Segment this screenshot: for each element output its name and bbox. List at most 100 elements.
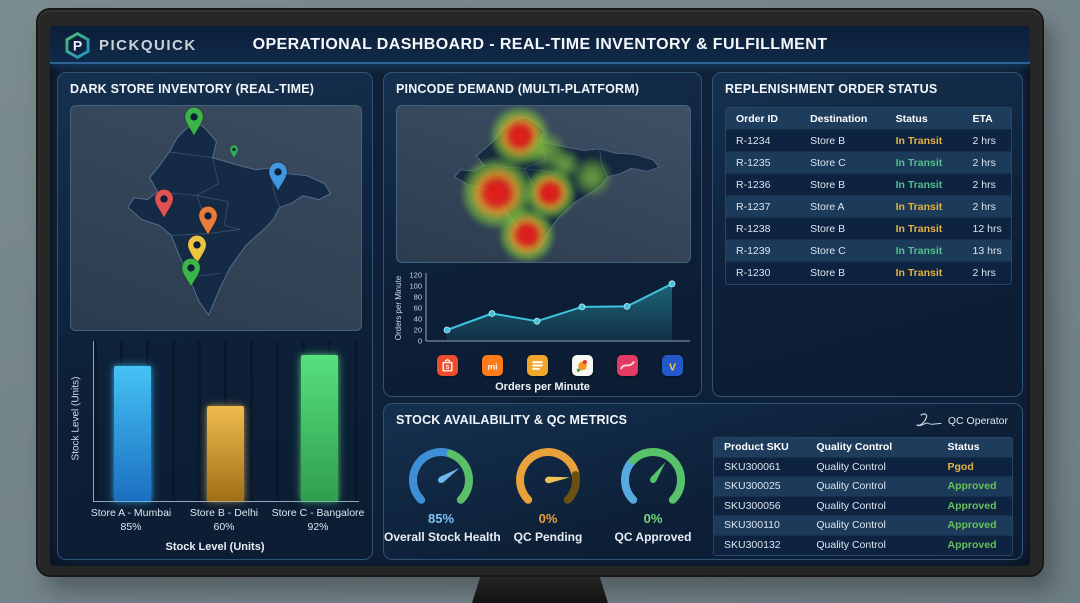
table-cell: In Transit	[895, 178, 943, 191]
store-pin-west[interactable]	[153, 188, 175, 219]
shopping-bag-icon[interactable]: S	[436, 355, 458, 376]
table-row[interactable]: SKU300056 Quality Control Approved	[714, 496, 1012, 516]
page-title: OPERATIONAL DASHBOARD - REAL-TIME INVENT…	[252, 36, 828, 53]
app-header: OPERATIONAL DASHBOARD - REAL-TIME INVENT…	[50, 26, 1030, 64]
store-pin-east[interactable]	[267, 161, 289, 192]
table-cell: R-1239	[736, 244, 771, 257]
column-header: Status	[947, 441, 980, 454]
column-header: Product SKU	[724, 441, 789, 454]
table-row[interactable]: R-1235 Store C In Transit 2 hrs	[726, 152, 1011, 174]
orders-line-chart: 0 20 40 60 80 100 120 Orders per Minute	[394, 271, 690, 346]
bar-label-1: Store A - Mumbai 85%	[90, 507, 172, 533]
column-header: Order ID	[736, 112, 779, 125]
gauge-value: 85%	[427, 511, 455, 526]
table-row[interactable]: R-1236 Store B In Transit 2 hrs	[726, 174, 1011, 196]
svg-text:20: 20	[414, 326, 422, 335]
svg-text:Orders per Minute: Orders per Minute	[394, 275, 403, 340]
v-check-icon[interactable]: V	[661, 355, 683, 376]
table-row[interactable]: SKU300061 Quality Control Pgod	[714, 457, 1012, 477]
panel-title: STOCK AVAILABILITY & QC METRICS	[396, 413, 628, 427]
bar-2	[207, 406, 244, 501]
svg-text:V: V	[668, 361, 675, 373]
table-cell: 13 hrs	[972, 244, 1002, 257]
bar-label-2: Store B - Delhi 60%	[189, 507, 259, 533]
svg-text:P: P	[73, 38, 82, 54]
table-cell: SKU300110	[724, 519, 780, 532]
column-header: Destination	[810, 112, 868, 125]
table-row[interactable]: R-1234 Store B In Transit 2 hrs	[726, 130, 1011, 152]
table-cell: In Transit	[895, 156, 943, 169]
table-cell: Quality Control	[816, 480, 886, 493]
table-row[interactable]: SKU300110 Quality Control Approved	[714, 516, 1012, 536]
qc-operator-signature-row: QC Operator	[913, 412, 1008, 430]
brand-name: PICKQUICK	[99, 37, 197, 54]
store-pin-south-1[interactable]	[186, 234, 208, 265]
bar-x-axis-label: Stock Level (Units)	[165, 541, 265, 553]
gauge-qc-pending: 0% QC Pending	[491, 444, 605, 544]
store-pin-small[interactable]	[229, 144, 239, 159]
monitor-stand	[472, 577, 608, 603]
table-row[interactable]: SKU300025 Quality Control Approved	[714, 477, 1012, 497]
gauge-value: 0%	[538, 511, 558, 526]
table-cell: Store B	[810, 267, 846, 279]
table-cell: Store C	[810, 244, 846, 257]
dashboard-screen: OPERATIONAL DASHBOARD - REAL-TIME INVENT…	[50, 26, 1030, 566]
store-pin-north[interactable]	[183, 106, 205, 137]
table-cell: SKU300056	[724, 499, 781, 512]
svg-text:120: 120	[409, 271, 422, 280]
mi-icon[interactable]: mi	[481, 355, 503, 376]
table-cell: Quality Control	[816, 539, 886, 552]
table-row[interactable]: SKU300132 Quality Control Approved	[714, 535, 1012, 555]
panel-replenishment-status: REPLENISHMENT ORDER STATUS Order ID Desti…	[712, 72, 1023, 397]
panel-stock-qc-metrics: STOCK AVAILABILITY & QC METRICS QC Opera…	[383, 403, 1023, 560]
bar-3	[301, 355, 338, 501]
panel-title: REPLENISHMENT ORDER STATUS	[725, 82, 938, 96]
panel-pincode-demand: PINCODE DEMAND (MULTI-PLATFORM) 0 20 40 60 8…	[383, 72, 702, 397]
column-header: Quality Control	[816, 441, 893, 454]
panel-title: DARK STORE INVENTORY (REAL-TIME)	[70, 82, 315, 96]
table-header-row: Product SKU Quality Control Status	[714, 438, 1012, 458]
table-cell: Quality Control	[816, 460, 886, 473]
replenishment-table: Order ID Destination Status ETA R-1234 Store …	[725, 107, 1012, 285]
table-cell: Quality Control	[816, 499, 886, 512]
table-cell: 2 hrs	[972, 267, 996, 279]
receipt-lines-icon[interactable]	[526, 355, 548, 376]
sku-qc-table: Product SKU Quality Control Status SKU30006…	[713, 437, 1013, 556]
table-row[interactable]: R-1230 Store B In Transit 2 hrs	[726, 262, 1011, 284]
table-cell: R-1236	[736, 178, 771, 191]
signature-icon	[916, 413, 942, 427]
signature-caption: QC Operator	[947, 415, 1008, 427]
table-cell: R-1235	[736, 156, 771, 169]
india-heatmap	[396, 105, 691, 263]
table-cell: Approved	[947, 499, 997, 512]
store-pin-central[interactable]	[197, 205, 219, 236]
table-cell: R-1230	[736, 267, 771, 279]
table-cell: Pgod	[947, 460, 974, 473]
gauge-label: QC Approved	[614, 530, 692, 544]
store-pin-south-2[interactable]	[180, 257, 202, 288]
table-cell: Quality Control	[816, 519, 886, 532]
table-cell: SKU300061	[724, 460, 781, 473]
table-cell: R-1237	[736, 200, 771, 213]
table-cell: Store B	[810, 134, 846, 147]
bar-1	[114, 366, 151, 501]
swoosh-icon[interactable]	[616, 355, 638, 376]
bar-y-axis-label: Stock Level (Units)	[70, 376, 82, 461]
bird-icon[interactable]	[571, 355, 593, 376]
stock-bar-chart	[93, 341, 359, 502]
table-cell: Approved	[947, 539, 997, 552]
svg-text:S: S	[445, 365, 449, 371]
brand-logo: P PICKQUICK	[64, 31, 197, 60]
svg-text:mi: mi	[487, 361, 497, 371]
table-cell: Store A	[810, 200, 845, 213]
table-cell: Store B	[810, 178, 846, 191]
gauge-label: Overall Stock Health	[384, 530, 501, 544]
table-row[interactable]: R-1238 Store B In Transit 12 hrs	[726, 218, 1011, 240]
table-row[interactable]: R-1239 Store C In Transit 13 hrs	[726, 240, 1011, 262]
table-cell: In Transit	[895, 134, 943, 147]
table-cell: Store B	[810, 222, 846, 235]
svg-text:100: 100	[409, 282, 422, 291]
table-row[interactable]: R-1237 Store A In Transit 2 hrs	[726, 196, 1011, 218]
table-cell: In Transit	[895, 222, 943, 235]
